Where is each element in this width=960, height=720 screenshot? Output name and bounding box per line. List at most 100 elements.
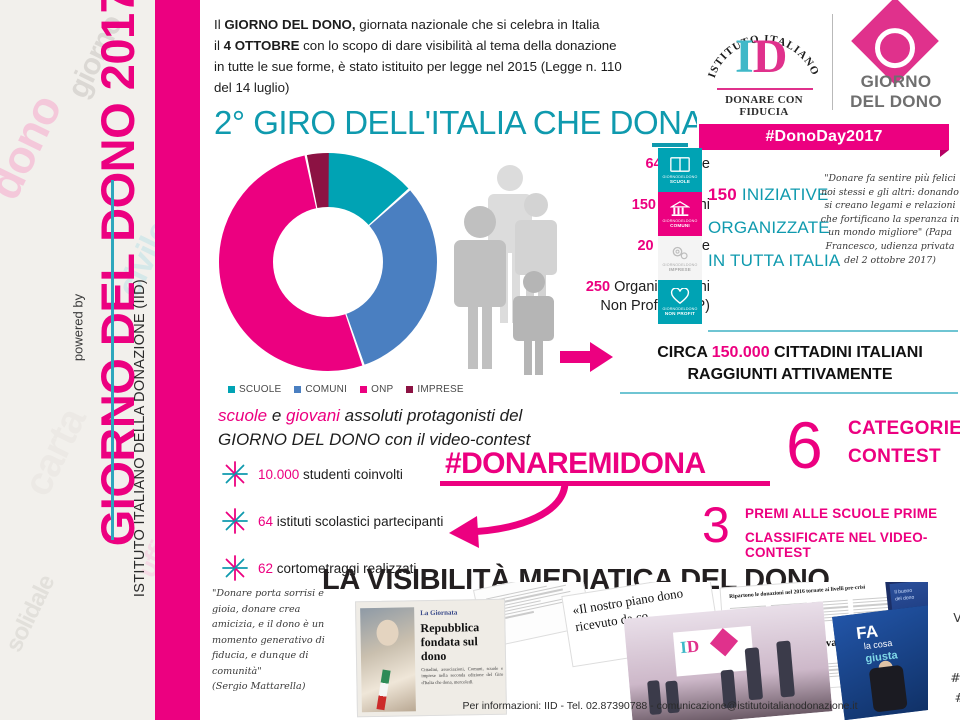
badge-nonprofit: GIORNODELDONO NON PROFIT xyxy=(658,280,702,324)
legend-swatch xyxy=(406,386,414,393)
stat-value: 20 xyxy=(637,238,654,254)
badge-scuole: GIORNODELDONO SCUOLE xyxy=(658,148,702,192)
monogram-i: I xyxy=(735,30,754,83)
bullet-label: istituti scolastici partecipanti xyxy=(273,513,444,529)
watermark-word: dono xyxy=(0,86,72,208)
bullet-value: 62 xyxy=(258,560,274,576)
circular-text-icon: ISTITUTO ITALIANO DONAZIONE xyxy=(699,8,822,81)
pope-quote-attribution: (Papa Francesco, udienza privata del 2 o… xyxy=(825,227,955,266)
headline-underline xyxy=(652,143,688,147)
iniziative-line2: ORGANIZZATE xyxy=(708,218,830,237)
scuole-word: scuole xyxy=(218,406,268,425)
badge-label: NON PROFIT xyxy=(664,311,696,316)
bullet-value: 10.000 xyxy=(258,466,300,482)
badge-title: GIORNODELDONO xyxy=(662,263,698,267)
viral-text: Viralità sui social network degli hashta… xyxy=(926,608,960,708)
intro-line1-post: giornata nazionale che si celebra in Ita… xyxy=(355,17,600,32)
scuole-giovani-text: scuole e giovani assoluti protagonisti d… xyxy=(218,404,548,452)
book-icon xyxy=(670,157,690,172)
list-item-text: 62 cortometraggi realizzati xyxy=(258,561,416,576)
stat-value: 250 xyxy=(585,279,611,295)
headline: 2° GIRO DELL'ITALIA CHE DONA xyxy=(214,104,704,141)
iniziative-number: 150 xyxy=(708,185,737,204)
scuole-line2: GIORNO DEL DONO con il video-contest xyxy=(218,430,531,449)
list-item-text: 64 istituti scolastici partecipanti xyxy=(258,514,443,529)
bullet-label: studenti coinvolti xyxy=(299,466,403,482)
clipping-kicker: La Giornata xyxy=(420,608,458,618)
stage-id-logo: ID xyxy=(679,636,700,658)
scuole-mid: e xyxy=(267,406,287,425)
badge-title: GIORNODELDONO xyxy=(662,219,698,223)
intro-paragraph: Il GIORNO DEL DONO, giornata nazionale c… xyxy=(214,14,694,98)
people-silhouettes-icon xyxy=(454,165,557,375)
star-burst-icon xyxy=(222,508,248,534)
arrow-right-icon xyxy=(560,342,613,372)
logo-tagline: DONARE CON FIDUCIA xyxy=(725,94,803,118)
contest-six-label1: CATEGORIE xyxy=(848,418,960,439)
legend-item-scuole: SCUOLE xyxy=(228,384,281,395)
powered-by-label: powered by xyxy=(70,293,86,362)
id-monogram: ID xyxy=(735,32,801,82)
hashtag-banner: #DonoDay2017 xyxy=(699,124,949,157)
stat-value: 150 xyxy=(631,197,656,213)
legend-item-comuni: COMUNI xyxy=(294,384,347,395)
legend-swatch xyxy=(360,386,368,393)
clipping-body: Cittadini, associazioni, Comuni, scuole … xyxy=(421,665,504,685)
viral-line1: Viralità sui social xyxy=(953,610,960,625)
organization-name: ISTITUTO ITALIANO DELLA DONAZIONE (IID) xyxy=(132,278,148,598)
contest-six-label2: CONTEST xyxy=(848,446,941,467)
stat-value: 64 xyxy=(645,156,662,172)
gdd-line1: GIORNO xyxy=(860,72,932,91)
bullet-list: 10.000 studenti coinvolti 64 istituti sc… xyxy=(222,456,542,597)
circa-line2: RAGGIUNTI ATTIVAMENTE xyxy=(687,366,893,383)
divider-top xyxy=(708,330,958,332)
viral-line5: #DonareMiDona xyxy=(955,690,960,705)
monogram-d: D xyxy=(752,30,788,83)
circa-block: CIRCA 150.000 CITTADINI ITALIANI RAGGIUN… xyxy=(620,342,960,386)
contest-three-label1: PREMI ALLE SCUOLE PRIME xyxy=(745,506,938,521)
intro-line2-pre: il xyxy=(214,38,224,53)
logo-divider xyxy=(832,14,833,110)
giovani-word: giovani xyxy=(286,406,340,425)
gdd-line2: DEL DONO xyxy=(850,92,942,111)
mattarella-quote-attribution: (Sergio Mattarella) xyxy=(212,681,306,692)
tv-caption: Il buono del dono xyxy=(894,587,915,603)
contest-three-label2: CLASSIFICATE NEL VIDEO-CONTEST xyxy=(745,530,928,560)
legend-label: IMPRESE xyxy=(417,384,464,395)
mattarella-quote-text: "Donare porta sorrisi e gioia, donare cr… xyxy=(212,588,325,677)
gdd-logo: GIORNO DEL DONO xyxy=(842,0,950,118)
badge-label: COMUNI xyxy=(670,223,690,228)
footer-contact: Per informazioni: IID - Tel. 02.87390788… xyxy=(462,700,858,712)
badge-title: GIORNODELDONO xyxy=(662,307,698,311)
big-hashtag: #DONAREMIDONA xyxy=(445,447,706,480)
intro-line2-bold: 4 OTTOBRE xyxy=(223,38,300,53)
badge-column: GIORNODELDONO SCUOLE GIORNODELDONO COMUN… xyxy=(658,148,702,324)
intro-line1-pre: Il xyxy=(214,17,225,32)
list-item: 10.000 studenti coinvolti xyxy=(222,456,542,492)
donut-chart: SCUOLE COMUNI ONP IMPRESE xyxy=(218,152,466,402)
iniziative-block: 150 INIZIATIVE ORGANIZZATE IN TUTTA ITAL… xyxy=(708,178,848,277)
logo-block: ISTITUTO ITALIANO DONAZIONE ID DONARE CO… xyxy=(697,0,952,157)
legend-item-onp: ONP xyxy=(360,384,393,395)
viral-line4: #DonoDay2017 e xyxy=(950,670,960,685)
mattarella-quote: "Donare porta sorrisi e gioia, donare cr… xyxy=(212,586,332,695)
sidebar-divider xyxy=(111,180,114,540)
building-icon xyxy=(670,201,690,216)
bullet-label: cortometraggi realizzati xyxy=(273,560,417,576)
badge-title: GIORNODELDONO xyxy=(662,175,698,179)
legend-swatch xyxy=(294,386,302,393)
legend-label: SCUOLE xyxy=(239,384,282,395)
main-content: Il GIORNO DEL DONO, giornata nazionale c… xyxy=(200,0,960,720)
photo-head xyxy=(376,619,399,646)
badge-comuni: GIORNODELDONO COMUNI xyxy=(658,192,702,236)
list-item: 62 cortometraggi realizzati xyxy=(222,550,542,586)
heart-icon xyxy=(670,288,690,305)
sidebar-accent-stripe xyxy=(155,0,200,720)
clipping-photo xyxy=(360,607,416,713)
legend-label: ONP xyxy=(371,384,394,395)
intro-line2-post: con lo scopo di dare visibilità al tema … xyxy=(299,38,617,53)
clipping-headline: Repubblica fondata sul dono xyxy=(420,620,480,664)
intro-line1-bold: GIORNO DEL DONO, xyxy=(224,17,356,32)
legend-item-imprese: IMPRESE xyxy=(406,384,464,395)
badge-label: SCUOLE xyxy=(669,179,691,184)
